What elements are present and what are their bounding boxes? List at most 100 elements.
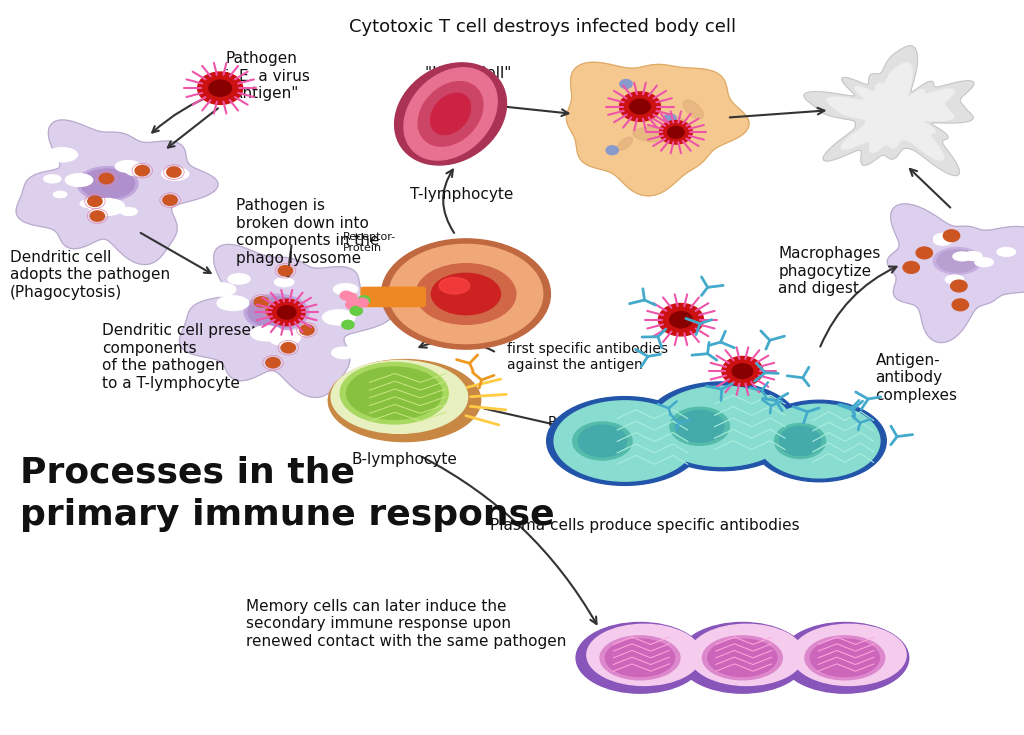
Ellipse shape	[579, 425, 627, 457]
Ellipse shape	[708, 639, 777, 676]
Ellipse shape	[683, 100, 703, 119]
Circle shape	[279, 265, 293, 276]
Circle shape	[266, 358, 281, 368]
Circle shape	[950, 280, 967, 292]
Polygon shape	[179, 245, 393, 398]
Circle shape	[300, 325, 314, 335]
Ellipse shape	[77, 167, 138, 201]
Circle shape	[606, 146, 618, 154]
Ellipse shape	[997, 248, 1016, 257]
Circle shape	[99, 173, 114, 184]
Text: Processes in the
primary immune response: Processes in the primary immune response	[20, 456, 555, 532]
Ellipse shape	[334, 284, 357, 295]
Ellipse shape	[268, 331, 300, 345]
Ellipse shape	[126, 165, 147, 176]
Ellipse shape	[945, 275, 964, 284]
Text: Activation: Activation	[451, 305, 527, 320]
Ellipse shape	[670, 407, 729, 445]
Text: Memory cells can later induce the
secondary immune response upon
renewed contact: Memory cells can later induce the second…	[246, 599, 566, 649]
Ellipse shape	[121, 208, 137, 215]
Circle shape	[732, 364, 753, 379]
Circle shape	[90, 211, 104, 221]
Ellipse shape	[964, 251, 982, 260]
Ellipse shape	[752, 401, 887, 481]
Circle shape	[350, 306, 362, 315]
Ellipse shape	[251, 326, 283, 341]
Text: Antigen-
antibody
complexes: Antigen- antibody complexes	[876, 353, 957, 403]
Ellipse shape	[779, 426, 821, 456]
Text: Pathogen
i. E. a virus
"Antigen": Pathogen i. E. a virus "Antigen"	[225, 51, 310, 101]
Text: Plasma cells produce specific antibodies: Plasma cells produce specific antibodies	[490, 518, 800, 533]
Ellipse shape	[329, 359, 480, 442]
Ellipse shape	[605, 639, 675, 676]
Text: T-lymphocyte: T-lymphocyte	[410, 187, 513, 202]
Ellipse shape	[403, 68, 498, 160]
Circle shape	[163, 195, 177, 205]
Ellipse shape	[44, 175, 60, 183]
Text: Pathogen is
broken down into
components in the
phago lysosome: Pathogen is broken down into components …	[236, 198, 379, 265]
Ellipse shape	[664, 115, 693, 135]
Ellipse shape	[792, 624, 906, 686]
Ellipse shape	[774, 423, 825, 459]
Ellipse shape	[389, 244, 543, 344]
Ellipse shape	[340, 362, 449, 424]
Ellipse shape	[975, 258, 993, 267]
Circle shape	[278, 306, 296, 319]
Ellipse shape	[332, 347, 356, 359]
Ellipse shape	[934, 236, 952, 245]
Circle shape	[198, 72, 243, 104]
Circle shape	[356, 298, 369, 307]
Circle shape	[268, 299, 305, 326]
Text: Proliferation: Proliferation	[548, 415, 632, 429]
Circle shape	[346, 301, 358, 309]
Text: "Killer Cell": "Killer Cell"	[425, 66, 511, 81]
Circle shape	[620, 79, 632, 88]
Ellipse shape	[587, 624, 701, 686]
Ellipse shape	[47, 148, 78, 162]
Ellipse shape	[346, 367, 442, 420]
Circle shape	[342, 320, 354, 329]
Ellipse shape	[702, 636, 782, 680]
Ellipse shape	[934, 234, 952, 243]
Polygon shape	[804, 46, 974, 176]
Ellipse shape	[217, 295, 249, 310]
Ellipse shape	[633, 127, 674, 142]
Text: Macrophages
phagocytize
and digest: Macrophages phagocytize and digest	[778, 246, 881, 296]
Ellipse shape	[381, 239, 551, 349]
Ellipse shape	[291, 330, 305, 337]
Ellipse shape	[572, 422, 632, 460]
Circle shape	[668, 126, 684, 138]
Circle shape	[345, 293, 357, 302]
Circle shape	[943, 230, 959, 242]
Text: first specific antibodies
against the antigen: first specific antibodies against the an…	[507, 342, 668, 372]
Polygon shape	[887, 204, 1024, 343]
Circle shape	[281, 343, 295, 353]
Ellipse shape	[228, 274, 250, 284]
Ellipse shape	[676, 410, 724, 442]
Ellipse shape	[394, 62, 507, 165]
Circle shape	[952, 299, 969, 311]
Circle shape	[670, 123, 682, 132]
Ellipse shape	[248, 297, 305, 328]
Circle shape	[722, 356, 763, 386]
Text: B-lymphocyte: B-lymphocyte	[351, 452, 458, 467]
Ellipse shape	[547, 397, 702, 485]
Ellipse shape	[679, 623, 806, 693]
Circle shape	[209, 80, 231, 96]
Ellipse shape	[439, 278, 470, 294]
Circle shape	[670, 312, 692, 328]
Ellipse shape	[66, 173, 92, 187]
Ellipse shape	[953, 252, 972, 261]
Ellipse shape	[331, 360, 468, 434]
Ellipse shape	[80, 200, 96, 207]
Ellipse shape	[577, 623, 703, 693]
Ellipse shape	[323, 310, 355, 325]
Text: Receptor-
Protein: Receptor- Protein	[343, 232, 396, 253]
Text: Dendritic cell presents
components
of the pathogen
to a T-lymphocyte: Dendritic cell presents components of th…	[102, 323, 275, 390]
Text: Dendritic cell
adopts the pathogen
(Phagocytosis): Dendritic cell adopts the pathogen (Phag…	[10, 250, 170, 300]
Ellipse shape	[644, 382, 800, 470]
Ellipse shape	[89, 198, 125, 215]
Ellipse shape	[600, 636, 680, 680]
Ellipse shape	[162, 168, 188, 180]
Ellipse shape	[689, 624, 804, 686]
